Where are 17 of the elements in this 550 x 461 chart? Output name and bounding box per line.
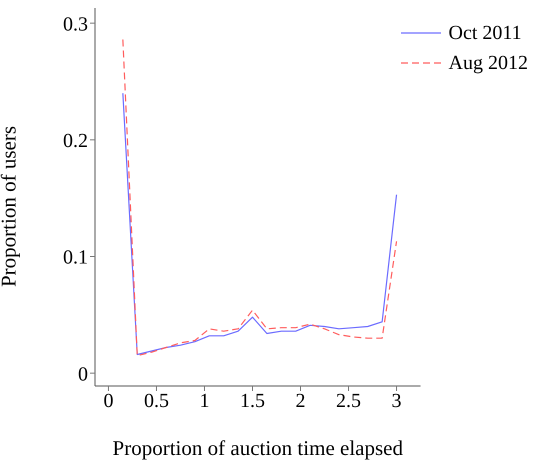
legend-label: Oct 2011 [448,21,522,46]
y-tick-label: 0.1 [63,246,88,269]
x-tick-label: 0 [103,390,114,412]
line-series [122,38,398,356]
x-tick-label: 1.5 [240,390,265,412]
y-axis-title: Proportion of users [0,126,20,287]
x-tick-label: 2.5 [336,390,362,412]
y-tick-label: 0 [78,363,88,386]
legend-label: Aug 2012 [448,51,528,76]
x-tick-label: 0.5 [144,390,169,412]
line-series [122,92,398,356]
y-tick-label: 0.3 [63,13,88,36]
x-tick-label: 3 [392,390,402,412]
x-axis-title: Proportion of auction time elapsed [112,436,404,460]
x-tick-label: 2 [296,390,306,412]
y-tick-label: 0.2 [63,130,88,152]
x-tick-label: 1 [199,390,210,412]
